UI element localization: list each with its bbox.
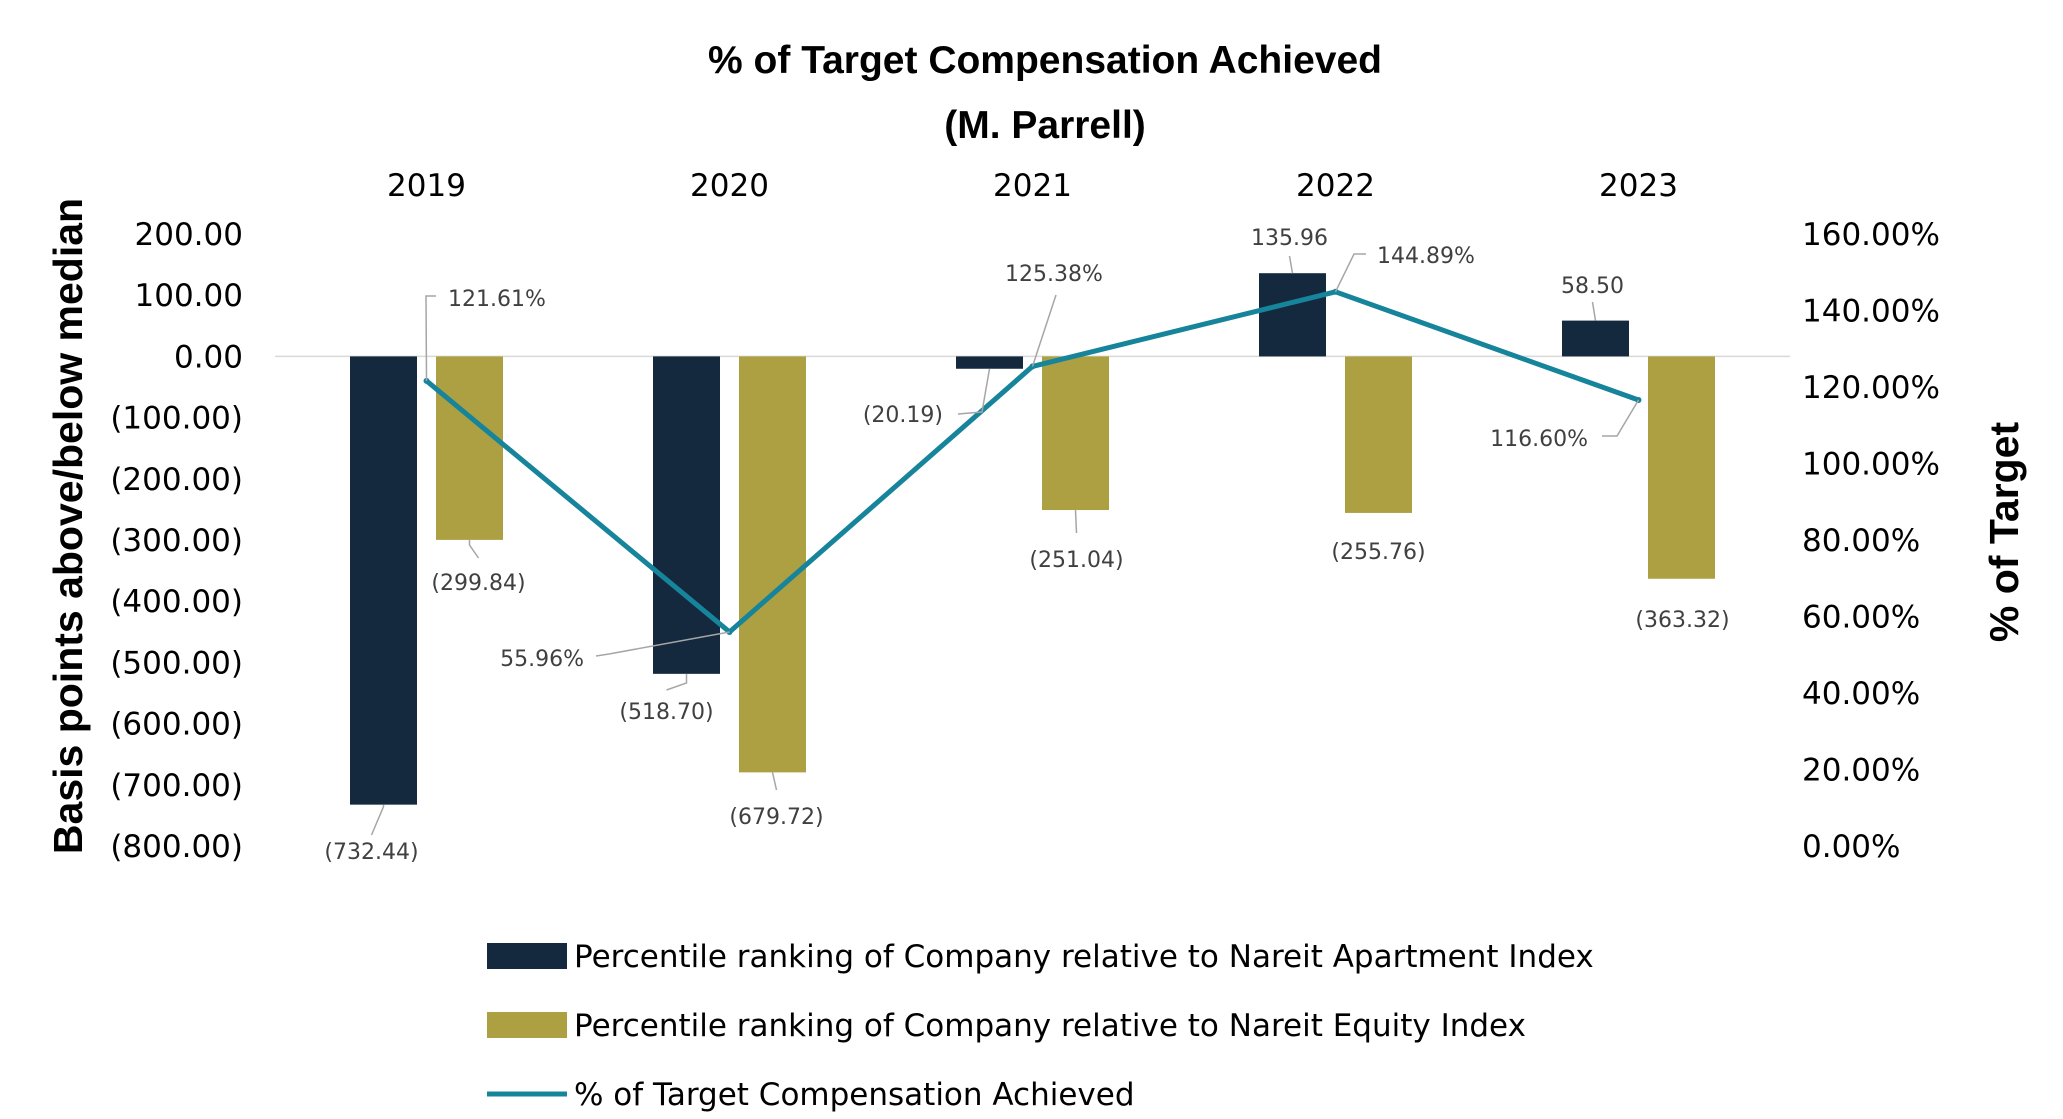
- legend-label: Percentile ranking of Company relative t…: [574, 1008, 1526, 1044]
- leader-line: [595, 631, 730, 657]
- y-tick-label: (700.00): [110, 768, 243, 804]
- bar-apartment-index: [350, 356, 417, 805]
- x-category-label: 2019: [387, 168, 466, 204]
- y-tick-label: 0.00: [174, 339, 243, 375]
- y-tick-label: (200.00): [110, 462, 243, 498]
- leader-line: [1288, 255, 1294, 274]
- bar-apartment-index: [653, 356, 720, 674]
- legend-swatch: [487, 1012, 567, 1038]
- data-label-equity: (251.04): [1029, 548, 1123, 573]
- data-labels: (732.44) (518.70) (20.19) 135.96 58.50 (299.8…: [324, 226, 1729, 865]
- y-tick-label: 200.00: [135, 217, 243, 253]
- y2-tick-label: 160.00%: [1802, 217, 1940, 253]
- legend-label: % of Target Compensation Achieved: [574, 1077, 1135, 1113]
- data-label-apartment: (20.19): [863, 403, 943, 428]
- data-label-apartment: (518.70): [619, 700, 713, 725]
- data-label-apartment: 58.50: [1561, 274, 1624, 299]
- data-label-apartment: (732.44): [324, 840, 418, 865]
- data-label-equity: (255.76): [1331, 540, 1425, 565]
- y-axis-title: Basis points above/below median: [45, 198, 91, 854]
- leader-line: [370, 804, 385, 836]
- bar-equity-index: [739, 356, 806, 773]
- line-series: [423, 288, 1642, 635]
- bar-equity-index: [1042, 356, 1109, 511]
- y-tick-label: (400.00): [110, 584, 243, 620]
- y2-tick-label: 120.00%: [1802, 370, 1940, 406]
- leader-line: [957, 368, 991, 415]
- data-label-equity: (679.72): [729, 805, 823, 830]
- leader-line: [1334, 253, 1366, 293]
- y2-tick-label: 40.00%: [1802, 676, 1920, 712]
- x-category-label: 2021: [993, 168, 1072, 204]
- y-tick-label: (500.00): [110, 645, 243, 681]
- y-tick-label: (600.00): [110, 707, 243, 743]
- bar-apartment-index: [1259, 273, 1326, 357]
- chart-subtitle: (M. Parrell): [944, 104, 1146, 147]
- y2-tick-label: 20.00%: [1802, 753, 1920, 789]
- leader-line: [666, 673, 688, 691]
- data-label-equity: (299.84): [431, 571, 525, 596]
- legend-label: Percentile ranking of Company relative t…: [574, 939, 1594, 975]
- data-label-target: 116.60%: [1490, 427, 1588, 452]
- leader-line: [771, 772, 778, 791]
- bar-equity-index: [436, 356, 503, 540]
- data-label-target: 125.38%: [1005, 262, 1103, 287]
- bars: [350, 273, 1715, 805]
- leader-line: [1591, 301, 1597, 321]
- y2-tick-label: 80.00%: [1802, 523, 1920, 559]
- x-category-label: 2022: [1296, 168, 1375, 204]
- data-label-equity: (363.32): [1635, 608, 1729, 633]
- legend-swatch: [487, 943, 567, 969]
- leader-line: [468, 539, 480, 559]
- data-label-target: 121.61%: [448, 287, 546, 312]
- y2-tick-label: 140.00%: [1802, 294, 1940, 330]
- x-category-label: 2020: [690, 168, 769, 204]
- axes: 200.00 100.00 0.00 (100.00) (200.00) (300.00)…: [110, 168, 1940, 865]
- bar-equity-index: [1648, 356, 1715, 579]
- data-label-target: 55.96%: [500, 647, 584, 672]
- bar-equity-index: [1345, 356, 1412, 513]
- leader-line: [1031, 294, 1057, 367]
- legend: Percentile ranking of Company relative t…: [487, 939, 1594, 1113]
- leader-line: [425, 295, 436, 381]
- leader-line: [1602, 399, 1640, 437]
- y-tick-label: 100.00: [135, 278, 243, 314]
- target-line: [424, 289, 1640, 635]
- leader-line: [1074, 510, 1078, 534]
- x-category-label: 2023: [1599, 168, 1678, 204]
- y-tick-label: (300.00): [110, 523, 243, 559]
- bar-apartment-index: [956, 356, 1023, 369]
- data-label-apartment: 135.96: [1251, 226, 1328, 251]
- y2-tick-label: 100.00%: [1802, 447, 1940, 483]
- y2-tick-label: 60.00%: [1802, 600, 1920, 636]
- y-tick-label: (100.00): [110, 401, 243, 437]
- y2-tick-label: 0.00%: [1802, 829, 1900, 865]
- data-label-target: 144.89%: [1377, 244, 1475, 269]
- chart-title: % of Target Compensation Achieved: [708, 39, 1382, 82]
- y2-axis-title: % of Target: [1981, 422, 2027, 643]
- bar-apartment-index: [1562, 320, 1629, 357]
- y-tick-label: (800.00): [110, 829, 243, 865]
